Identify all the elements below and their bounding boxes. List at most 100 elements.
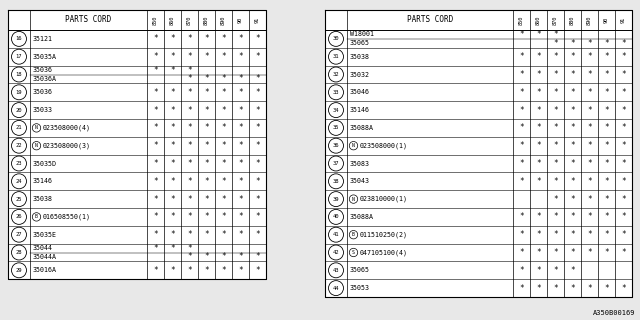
Text: 39: 39: [333, 196, 339, 202]
Text: *: *: [621, 141, 626, 150]
Text: 890: 890: [587, 15, 592, 25]
Text: 90: 90: [238, 17, 243, 23]
Text: *: *: [153, 52, 158, 61]
Text: 20: 20: [16, 108, 22, 113]
Text: *: *: [604, 195, 609, 204]
Text: *: *: [621, 230, 626, 239]
Text: 28: 28: [16, 250, 22, 255]
Text: 35046: 35046: [350, 89, 370, 95]
Text: *: *: [587, 177, 592, 186]
Text: 38: 38: [333, 179, 339, 184]
Text: *: *: [187, 34, 192, 44]
Text: *: *: [187, 66, 192, 75]
Circle shape: [12, 245, 26, 260]
Text: *: *: [604, 177, 609, 186]
Text: *: *: [587, 52, 592, 61]
Text: 35065: 35065: [350, 40, 370, 46]
Text: *: *: [204, 52, 209, 61]
Text: *: *: [238, 88, 243, 97]
Text: *: *: [238, 52, 243, 61]
Text: *: *: [570, 159, 575, 168]
Text: *: *: [621, 159, 626, 168]
Text: 22: 22: [16, 143, 22, 148]
Text: 023810000(1): 023810000(1): [360, 196, 408, 202]
Text: *: *: [170, 195, 175, 204]
Text: *: *: [570, 195, 575, 204]
Text: 16: 16: [16, 36, 22, 41]
Text: *: *: [587, 230, 592, 239]
Text: *: *: [238, 141, 243, 150]
Circle shape: [328, 263, 344, 278]
Text: 011510250(2): 011510250(2): [360, 231, 408, 238]
Text: *: *: [153, 212, 158, 221]
Text: *: *: [170, 212, 175, 221]
Text: *: *: [553, 30, 558, 39]
Text: 850: 850: [153, 15, 158, 25]
Text: *: *: [221, 106, 226, 115]
Text: *: *: [519, 248, 524, 257]
Text: 40: 40: [333, 214, 339, 220]
Circle shape: [32, 124, 41, 132]
Text: *: *: [553, 159, 558, 168]
Text: S: S: [352, 250, 355, 255]
Text: *: *: [221, 159, 226, 168]
Text: *: *: [621, 195, 626, 204]
Text: *: *: [587, 124, 592, 132]
Text: *: *: [255, 141, 260, 150]
Circle shape: [12, 209, 26, 224]
Text: 30: 30: [333, 36, 339, 41]
Text: 35033: 35033: [33, 107, 53, 113]
Text: *: *: [621, 70, 626, 79]
Text: *: *: [621, 88, 626, 97]
Text: *: *: [153, 159, 158, 168]
Text: *: *: [187, 230, 192, 239]
Text: *: *: [204, 252, 209, 261]
Text: 35146: 35146: [350, 107, 370, 113]
Text: *: *: [536, 248, 541, 257]
Text: B: B: [352, 232, 355, 237]
Text: *: *: [221, 52, 226, 61]
Text: *: *: [519, 141, 524, 150]
Text: *: *: [153, 266, 158, 275]
Circle shape: [328, 192, 344, 207]
Text: *: *: [170, 230, 175, 239]
Text: *: *: [621, 39, 626, 48]
Text: 880: 880: [204, 15, 209, 25]
Text: *: *: [153, 106, 158, 115]
Text: *: *: [587, 195, 592, 204]
Circle shape: [12, 49, 26, 64]
Text: *: *: [536, 212, 541, 221]
Text: 35036: 35036: [33, 89, 53, 95]
Text: 27: 27: [16, 232, 22, 237]
Text: *: *: [519, 124, 524, 132]
Text: 41: 41: [333, 232, 339, 237]
Text: *: *: [221, 212, 226, 221]
Text: 32: 32: [333, 72, 339, 77]
Text: *: *: [536, 266, 541, 275]
Text: B: B: [35, 214, 38, 220]
Text: 860: 860: [170, 15, 175, 25]
Text: 35035D: 35035D: [33, 161, 57, 166]
Text: *: *: [587, 88, 592, 97]
Text: 35035E: 35035E: [33, 232, 57, 238]
Text: *: *: [604, 106, 609, 115]
Text: *: *: [570, 52, 575, 61]
Circle shape: [328, 227, 344, 242]
Text: *: *: [255, 159, 260, 168]
Text: *: *: [187, 141, 192, 150]
Text: 023508000(4): 023508000(4): [42, 125, 90, 131]
Text: *: *: [553, 106, 558, 115]
Text: *: *: [170, 88, 175, 97]
Text: 870: 870: [187, 15, 192, 25]
Text: *: *: [519, 284, 524, 292]
Text: *: *: [187, 195, 192, 204]
Text: *: *: [153, 141, 158, 150]
Text: 17: 17: [16, 54, 22, 59]
Text: 35035A: 35035A: [33, 54, 57, 60]
Text: *: *: [604, 88, 609, 97]
Text: *: *: [238, 195, 243, 204]
Text: *: *: [621, 124, 626, 132]
Text: *: *: [204, 212, 209, 221]
Text: *: *: [221, 252, 226, 261]
Text: *: *: [204, 159, 209, 168]
